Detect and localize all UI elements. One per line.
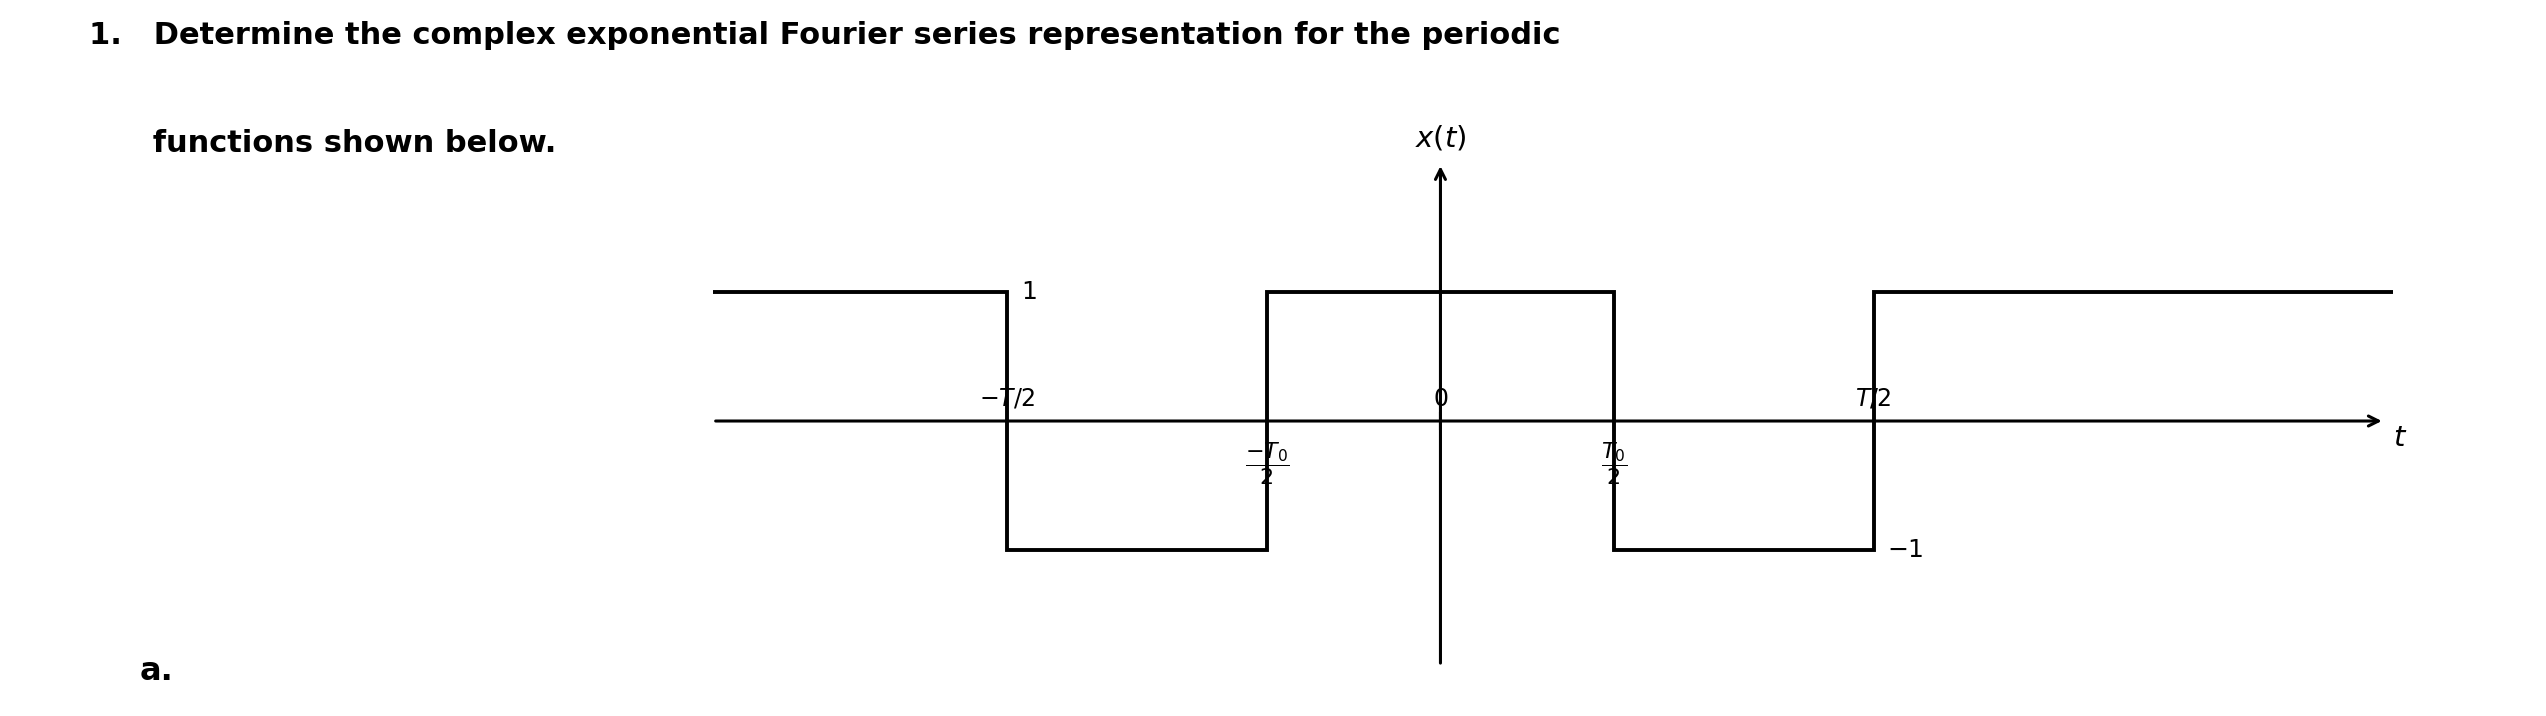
Text: functions shown below.: functions shown below. (89, 129, 558, 158)
Text: $-T/2$: $-T/2$ (980, 387, 1036, 411)
Text: $t$: $t$ (2393, 424, 2409, 452)
Text: $0$: $0$ (1433, 387, 1449, 411)
Text: $-1$: $-1$ (1887, 538, 1925, 562)
Text: $T/2$: $T/2$ (1856, 387, 1892, 411)
Text: $\dfrac{-T_0}{2}$: $\dfrac{-T_0}{2}$ (1245, 440, 1291, 487)
Text: 1.   Determine the complex exponential Fourier series representation for the per: 1. Determine the complex exponential Fou… (89, 21, 1561, 51)
Text: $1$: $1$ (1021, 280, 1036, 304)
Text: $\dfrac{T_0}{2}$: $\dfrac{T_0}{2}$ (1601, 440, 1627, 487)
Text: a.: a. (140, 657, 173, 687)
Text: $x(t)$: $x(t)$ (1416, 124, 1466, 153)
